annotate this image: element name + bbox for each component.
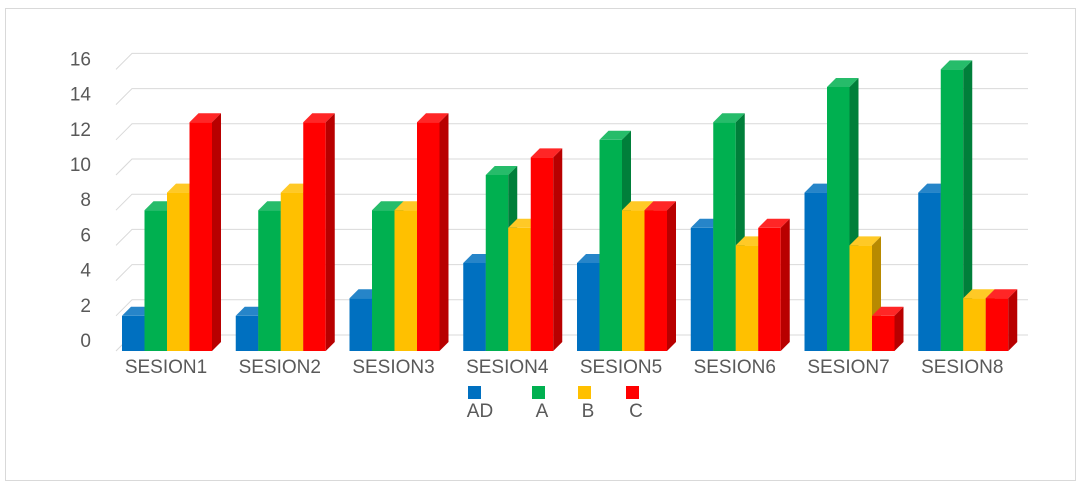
y-tick-label: 12 <box>70 120 91 141</box>
legend-swatch <box>468 386 481 399</box>
bar <box>985 289 1018 351</box>
x-tick-label: SESION8 <box>921 357 1003 378</box>
chart-area: 0 2 4 6 8 10 12 14 16 SESION1 SESION2 SESION3 SESIO… <box>5 8 1076 481</box>
legend-label: B <box>582 401 595 422</box>
y-tick-label: 0 <box>80 331 91 352</box>
legend-swatch <box>626 386 639 399</box>
legend-item: B <box>578 386 594 422</box>
x-tick-label: SESION4 <box>466 357 549 378</box>
y-tick-label: 10 <box>70 155 91 176</box>
x-tick-label: SESION1 <box>125 357 207 378</box>
bar <box>872 306 904 351</box>
gridline <box>115 228 1028 246</box>
bar <box>940 60 973 352</box>
bar <box>417 113 449 351</box>
y-tick-label: 6 <box>80 225 91 246</box>
gridline <box>115 88 1028 105</box>
bar <box>644 201 676 351</box>
bar <box>189 113 221 351</box>
legend-label: A <box>536 401 549 422</box>
gridline <box>115 158 1028 176</box>
x-tick-label: SESION6 <box>694 357 776 378</box>
y-tick-label: 16 <box>70 49 91 70</box>
x-axis-tick-labels: SESION1 SESION2 SESION3 SESION4 SESION5 SESIO… <box>125 357 1004 378</box>
legend-item: AD <box>467 386 493 422</box>
legend-swatch <box>578 386 591 399</box>
gridline <box>115 52 1028 70</box>
gridline <box>115 264 1028 281</box>
y-tick-label: 4 <box>80 261 91 282</box>
bar <box>530 148 563 351</box>
bar <box>758 218 790 351</box>
y-tick-label: 14 <box>70 85 92 106</box>
legend-label: C <box>629 401 643 422</box>
gridline <box>115 123 1028 141</box>
x-tick-label: SESION7 <box>807 357 889 378</box>
legend-item: A <box>532 386 549 422</box>
gridline <box>115 193 1028 211</box>
y-tick-label: 8 <box>80 190 91 211</box>
legend-label: AD <box>467 401 493 422</box>
bars <box>122 60 1018 352</box>
y-tick-label: 2 <box>80 296 91 317</box>
x-tick-label: SESION5 <box>580 357 662 378</box>
x-tick-label: SESION2 <box>239 357 321 378</box>
legend-swatch <box>532 386 545 399</box>
x-tick-label: SESION3 <box>352 357 434 378</box>
bar <box>303 113 335 351</box>
legend-item: C <box>626 386 643 422</box>
y-axis-tick-labels: 0 2 4 6 8 10 12 14 16 <box>70 49 92 352</box>
legend: AD A B C <box>467 386 643 422</box>
gridlines <box>115 52 1028 352</box>
